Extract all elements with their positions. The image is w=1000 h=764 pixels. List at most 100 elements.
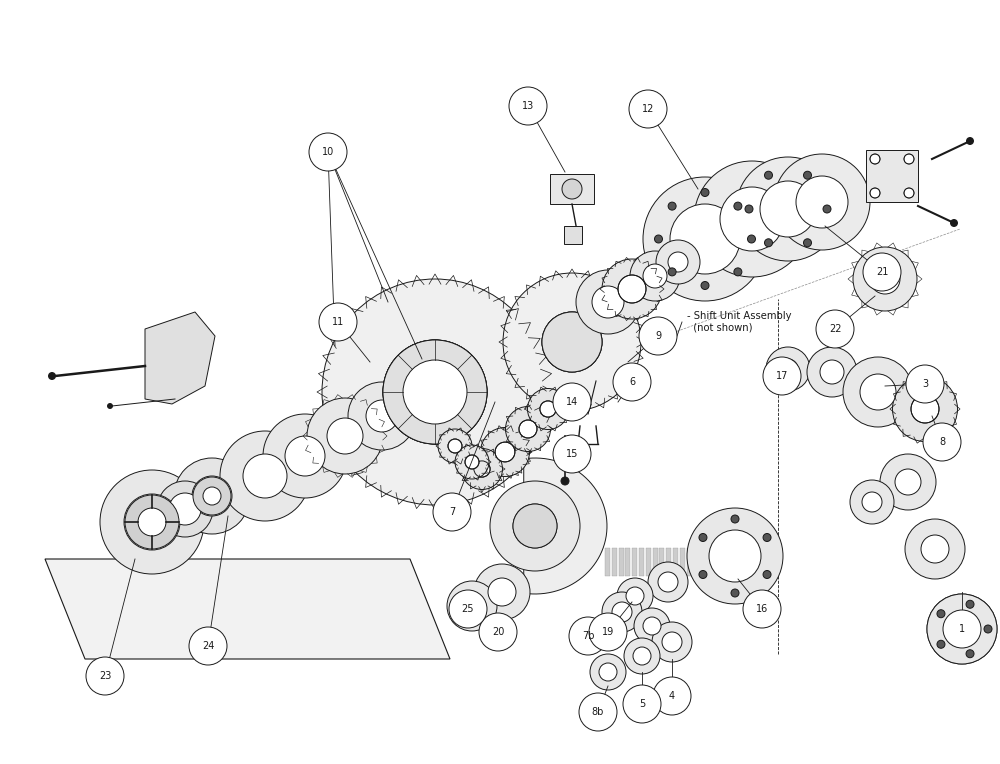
Circle shape bbox=[662, 632, 682, 652]
Circle shape bbox=[590, 654, 626, 690]
Circle shape bbox=[763, 571, 771, 578]
Circle shape bbox=[569, 617, 607, 655]
Circle shape bbox=[765, 171, 772, 180]
Circle shape bbox=[513, 504, 557, 548]
Circle shape bbox=[506, 406, 550, 452]
Bar bbox=[707, 548, 712, 576]
Circle shape bbox=[589, 613, 627, 651]
Circle shape bbox=[643, 617, 661, 635]
Circle shape bbox=[474, 461, 490, 477]
Circle shape bbox=[654, 235, 662, 243]
Circle shape bbox=[174, 458, 250, 534]
Text: 10: 10 bbox=[322, 147, 334, 157]
Text: 16: 16 bbox=[756, 604, 768, 614]
Circle shape bbox=[823, 205, 831, 213]
Circle shape bbox=[433, 493, 471, 531]
Circle shape bbox=[125, 495, 179, 549]
Circle shape bbox=[157, 481, 213, 537]
Circle shape bbox=[634, 608, 670, 644]
Text: 20: 20 bbox=[492, 627, 504, 637]
Text: - Shift Unit Assembly
  (not shown): - Shift Unit Assembly (not shown) bbox=[687, 311, 792, 333]
Bar bbox=[693, 548, 698, 576]
Circle shape bbox=[169, 493, 201, 525]
Circle shape bbox=[816, 310, 854, 348]
Circle shape bbox=[490, 481, 580, 571]
Circle shape bbox=[699, 571, 707, 578]
Circle shape bbox=[734, 268, 742, 276]
Text: 21: 21 bbox=[876, 267, 888, 277]
Circle shape bbox=[701, 189, 709, 196]
Text: 17: 17 bbox=[776, 371, 788, 381]
Circle shape bbox=[904, 154, 914, 164]
Circle shape bbox=[612, 602, 632, 622]
Bar bbox=[605, 548, 610, 576]
Circle shape bbox=[743, 590, 781, 628]
Circle shape bbox=[542, 312, 602, 372]
Circle shape bbox=[944, 611, 980, 647]
Circle shape bbox=[709, 530, 761, 582]
Text: 11: 11 bbox=[332, 317, 344, 327]
Circle shape bbox=[853, 247, 917, 311]
Text: 3: 3 bbox=[922, 379, 928, 389]
Polygon shape bbox=[145, 312, 215, 404]
Circle shape bbox=[670, 204, 740, 274]
Circle shape bbox=[763, 357, 801, 395]
Circle shape bbox=[687, 508, 783, 604]
Circle shape bbox=[745, 205, 753, 213]
Circle shape bbox=[803, 171, 811, 180]
Text: 22: 22 bbox=[829, 324, 841, 334]
Circle shape bbox=[107, 403, 113, 409]
Circle shape bbox=[613, 363, 651, 401]
Circle shape bbox=[562, 179, 582, 199]
Text: 23: 23 bbox=[99, 671, 111, 681]
Circle shape bbox=[540, 401, 556, 417]
Circle shape bbox=[870, 188, 880, 198]
Circle shape bbox=[348, 382, 416, 450]
Circle shape bbox=[100, 470, 204, 574]
Text: 15: 15 bbox=[566, 449, 578, 459]
Text: 19: 19 bbox=[602, 627, 614, 637]
Circle shape bbox=[488, 578, 516, 606]
Circle shape bbox=[220, 431, 310, 521]
Circle shape bbox=[366, 400, 398, 432]
Circle shape bbox=[519, 420, 537, 438]
Circle shape bbox=[850, 480, 894, 524]
Circle shape bbox=[322, 279, 548, 505]
Circle shape bbox=[966, 137, 974, 145]
Circle shape bbox=[626, 587, 644, 605]
Circle shape bbox=[449, 590, 487, 628]
Bar bbox=[721, 548, 726, 576]
Bar bbox=[700, 548, 705, 576]
Circle shape bbox=[528, 389, 568, 429]
Circle shape bbox=[820, 360, 844, 384]
Circle shape bbox=[652, 622, 692, 662]
Circle shape bbox=[643, 264, 667, 288]
Circle shape bbox=[694, 161, 810, 277]
Circle shape bbox=[542, 312, 602, 372]
Circle shape bbox=[966, 601, 974, 608]
Text: 25: 25 bbox=[462, 604, 474, 614]
Circle shape bbox=[319, 303, 357, 341]
Circle shape bbox=[653, 677, 691, 715]
Circle shape bbox=[643, 177, 767, 301]
Circle shape bbox=[880, 454, 936, 510]
Circle shape bbox=[860, 374, 896, 410]
Circle shape bbox=[668, 202, 676, 210]
Circle shape bbox=[633, 647, 651, 665]
Circle shape bbox=[403, 360, 467, 424]
Circle shape bbox=[138, 508, 166, 536]
Circle shape bbox=[383, 340, 487, 444]
Circle shape bbox=[327, 418, 363, 454]
Text: 14: 14 bbox=[566, 397, 578, 407]
Circle shape bbox=[509, 87, 547, 125]
Circle shape bbox=[937, 610, 945, 618]
Text: 7: 7 bbox=[449, 507, 455, 517]
Circle shape bbox=[263, 414, 347, 498]
Circle shape bbox=[86, 657, 124, 695]
Circle shape bbox=[843, 357, 913, 427]
Circle shape bbox=[383, 340, 487, 444]
Circle shape bbox=[553, 383, 591, 421]
Circle shape bbox=[474, 564, 530, 620]
Bar bbox=[550, 174, 594, 204]
Circle shape bbox=[599, 663, 617, 681]
